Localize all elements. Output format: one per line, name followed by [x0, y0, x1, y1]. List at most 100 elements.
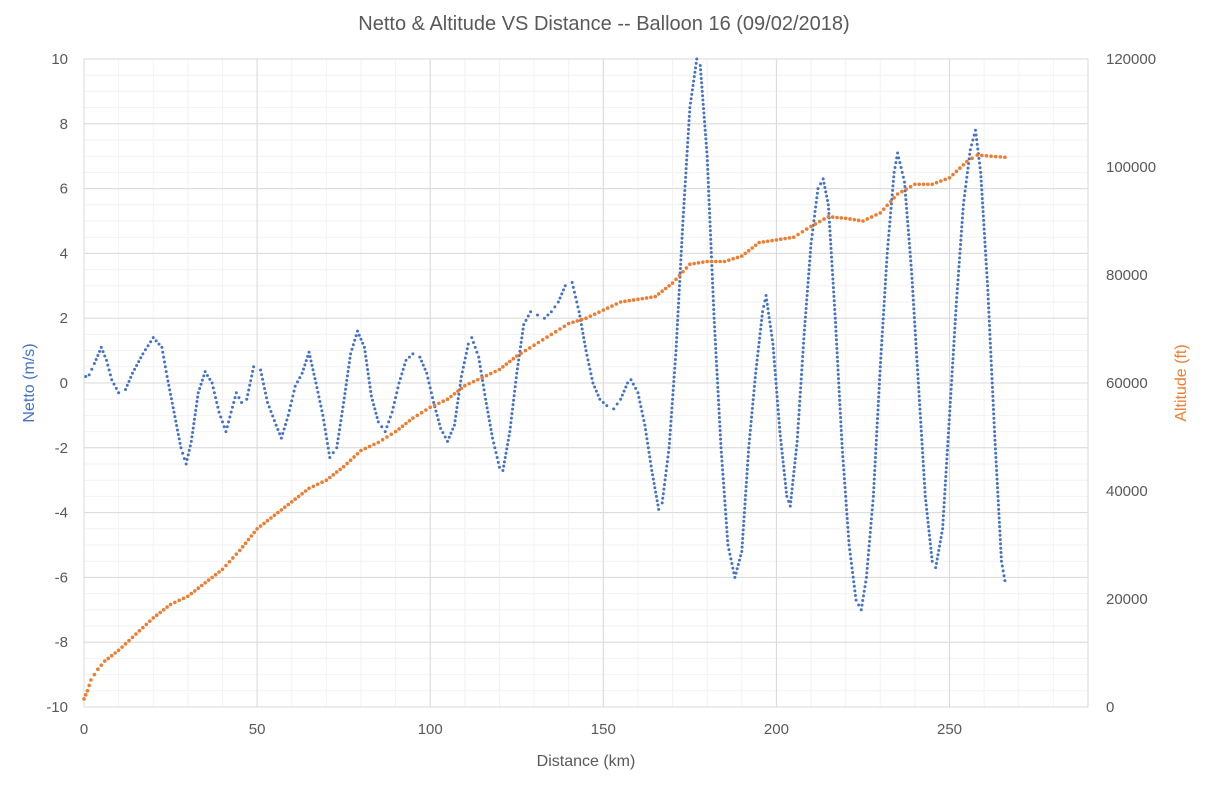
netto-point — [878, 369, 882, 373]
netto-point — [286, 413, 290, 417]
netto-point — [744, 485, 748, 489]
netto-point — [873, 456, 877, 460]
altitude-point — [240, 545, 245, 549]
netto-point — [879, 347, 883, 351]
x-tick-label: 250 — [937, 721, 962, 738]
netto-point — [571, 285, 575, 289]
altitude-point — [692, 261, 696, 266]
netto-point — [990, 381, 994, 385]
netto-point — [687, 123, 691, 127]
netto-point — [172, 410, 176, 414]
netto-point — [728, 552, 732, 556]
netto-point — [841, 455, 845, 459]
netto-point — [742, 519, 746, 523]
netto-point — [807, 272, 811, 276]
netto-point — [953, 331, 957, 335]
netto-point — [706, 185, 710, 189]
altitude-point — [614, 302, 619, 306]
netto-point — [988, 332, 992, 336]
netto-point — [365, 363, 369, 367]
netto-point — [770, 333, 774, 337]
netto-point — [143, 348, 147, 352]
netto-point — [351, 343, 355, 347]
netto-point — [957, 269, 961, 273]
altitude-point — [186, 594, 190, 599]
netto-point — [514, 380, 518, 384]
netto-point — [830, 260, 834, 263]
netto-point — [729, 557, 733, 561]
altitude-point — [102, 659, 107, 663]
netto-point — [714, 351, 718, 355]
netto-point — [687, 114, 691, 118]
netto-point — [733, 575, 737, 579]
netto-point — [536, 313, 540, 317]
altitude-point — [511, 356, 516, 361]
altitude-point — [750, 246, 754, 250]
netto-point — [638, 400, 642, 404]
netto-point — [398, 376, 402, 380]
netto-point — [980, 192, 984, 196]
netto-point — [260, 373, 264, 377]
netto-point — [702, 107, 706, 111]
netto-point — [834, 338, 838, 342]
x-axis-label: Distance (km) — [537, 753, 636, 770]
altitude-point — [220, 567, 225, 572]
netto-point — [694, 61, 698, 65]
netto-point — [781, 456, 785, 460]
netto-point — [516, 362, 520, 366]
netto-point — [937, 548, 941, 552]
netto-point — [861, 594, 865, 598]
netto-point — [475, 350, 479, 354]
netto-point — [431, 396, 435, 400]
altitude-point — [826, 214, 831, 219]
netto-point — [844, 494, 848, 498]
netto-point — [668, 428, 672, 432]
altitude-point — [649, 295, 653, 300]
netto-point — [828, 233, 832, 237]
altitude-point — [445, 397, 450, 402]
altitude-point — [913, 182, 917, 187]
netto-point — [877, 391, 881, 395]
netto-point — [922, 477, 926, 481]
netto-point — [867, 548, 871, 552]
netto-point — [193, 413, 197, 417]
altitude-point — [96, 667, 100, 671]
netto-point — [192, 417, 196, 421]
netto-point — [342, 400, 346, 404]
altitude-point — [345, 461, 349, 466]
netto-point — [836, 364, 840, 368]
netto-point — [876, 408, 880, 412]
x-tick-label: 200 — [764, 721, 789, 738]
netto-point — [708, 211, 712, 215]
netto-point — [679, 262, 683, 266]
netto-point — [872, 477, 876, 481]
netto-point — [983, 240, 987, 244]
netto-point — [524, 318, 528, 322]
netto-point — [921, 455, 925, 459]
netto-point — [506, 438, 510, 442]
netto-point — [290, 399, 294, 403]
netto-point — [922, 473, 926, 477]
altitude-point — [532, 343, 536, 348]
altitude-point — [774, 238, 779, 242]
netto-point — [678, 271, 682, 275]
netto-point — [995, 481, 999, 485]
netto-point — [775, 390, 779, 394]
netto-point — [784, 490, 788, 494]
netto-point — [775, 399, 779, 403]
netto-point — [912, 302, 916, 306]
netto-point — [671, 393, 675, 397]
netto-point — [672, 380, 676, 384]
altitude-point — [592, 312, 597, 316]
netto-point — [997, 512, 1001, 516]
netto-point — [746, 463, 750, 467]
netto-point — [760, 314, 764, 318]
netto-point — [951, 361, 955, 365]
netto-point — [705, 146, 709, 150]
altitude-point — [459, 386, 464, 391]
netto-point — [669, 419, 673, 423]
major-gridlines — [83, 58, 1089, 708]
netto-point — [984, 262, 988, 266]
netto-point — [229, 410, 233, 414]
netto-point — [770, 338, 774, 342]
